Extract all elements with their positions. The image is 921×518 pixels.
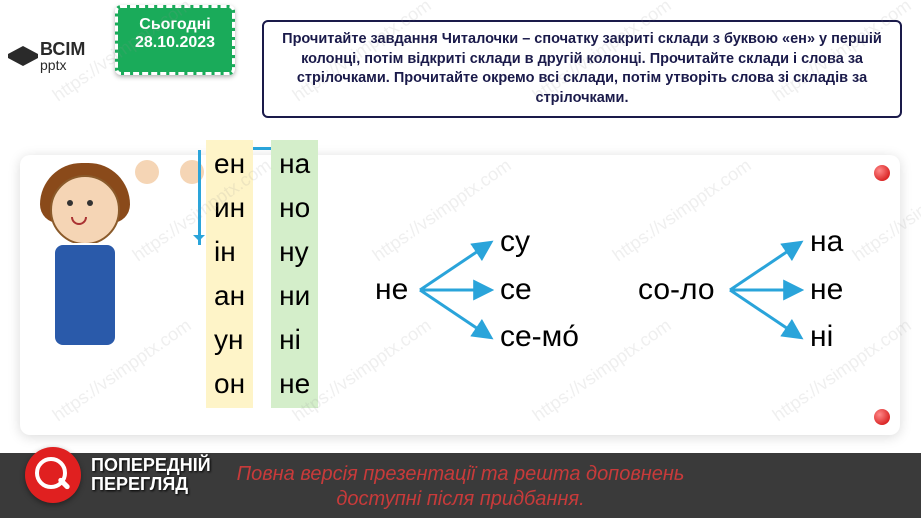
preview-badge: ПОПЕРЕДНІЙ ПЕРЕГЛЯД bbox=[25, 447, 211, 503]
magnify-icon bbox=[25, 447, 81, 503]
pin-icon bbox=[874, 409, 890, 425]
syllable-cell: ні bbox=[279, 318, 310, 362]
date-label: Сьогодні bbox=[118, 16, 232, 34]
pin-icon bbox=[874, 165, 890, 181]
diagram-branch: су bbox=[500, 225, 530, 259]
branching-diagram: не су се се-мо́ со-ло на не ні bbox=[370, 215, 870, 365]
logo-sub: pptx bbox=[40, 58, 85, 72]
preview-line-1: ПОПЕРЕДНІЙ bbox=[91, 456, 211, 475]
diagram-branch: ні bbox=[810, 320, 833, 354]
diagram-branch: се-мо́ bbox=[500, 320, 579, 354]
diagram-arrows bbox=[370, 215, 870, 365]
syllable-cell: ан bbox=[214, 274, 245, 318]
column-1: ен ин ін ан ун он bbox=[206, 140, 253, 408]
syllable-cell: на bbox=[279, 142, 310, 186]
logo-main: ВСІМ bbox=[40, 40, 85, 58]
syllable-cell: он bbox=[214, 362, 245, 406]
date-badge: Сьогодні 28.10.2023 bbox=[115, 5, 235, 75]
diagram-root-1: не bbox=[375, 273, 408, 307]
header: ВСІМ pptx Сьогодні 28.10.2023 Прочитайте… bbox=[0, 0, 921, 140]
syllable-cell: но bbox=[279, 186, 310, 230]
syllable-cell: ин bbox=[214, 186, 245, 230]
syllable-cell: ін bbox=[214, 230, 245, 274]
syllable-cell: ун bbox=[214, 318, 245, 362]
syllable-cell: ну bbox=[279, 230, 310, 274]
instruction-box: Прочитайте завдання Читалочки – спочатку… bbox=[262, 20, 902, 118]
diagram-root-2: со-ло bbox=[638, 273, 715, 307]
date-value: 28.10.2023 bbox=[118, 34, 232, 52]
diagram-branch: не bbox=[810, 273, 843, 307]
preview-text: ПОПЕРЕДНІЙ ПЕРЕГЛЯД bbox=[91, 456, 211, 494]
girl-illustration bbox=[15, 145, 155, 395]
preview-line-2: ПЕРЕГЛЯД bbox=[91, 475, 211, 494]
syllable-columns: ен ин ін ан ун он на но ну ни ні не bbox=[206, 140, 318, 408]
logo-text: ВСІМ pptx bbox=[40, 40, 85, 72]
cap-icon bbox=[8, 46, 38, 66]
syllable-cell: не bbox=[279, 362, 310, 406]
diagram-branch: на bbox=[810, 225, 843, 259]
logo: ВСІМ pptx bbox=[8, 40, 85, 72]
arrow-down-icon bbox=[198, 150, 201, 245]
column-2: на но ну ни ні не bbox=[271, 140, 318, 408]
syllable-cell: ни bbox=[279, 274, 310, 318]
main-card: ен ин ін ан ун он на но ну ни ні не bbox=[20, 155, 900, 435]
diagram-branch: се bbox=[500, 273, 532, 307]
syllable-cell: ен bbox=[214, 142, 245, 186]
